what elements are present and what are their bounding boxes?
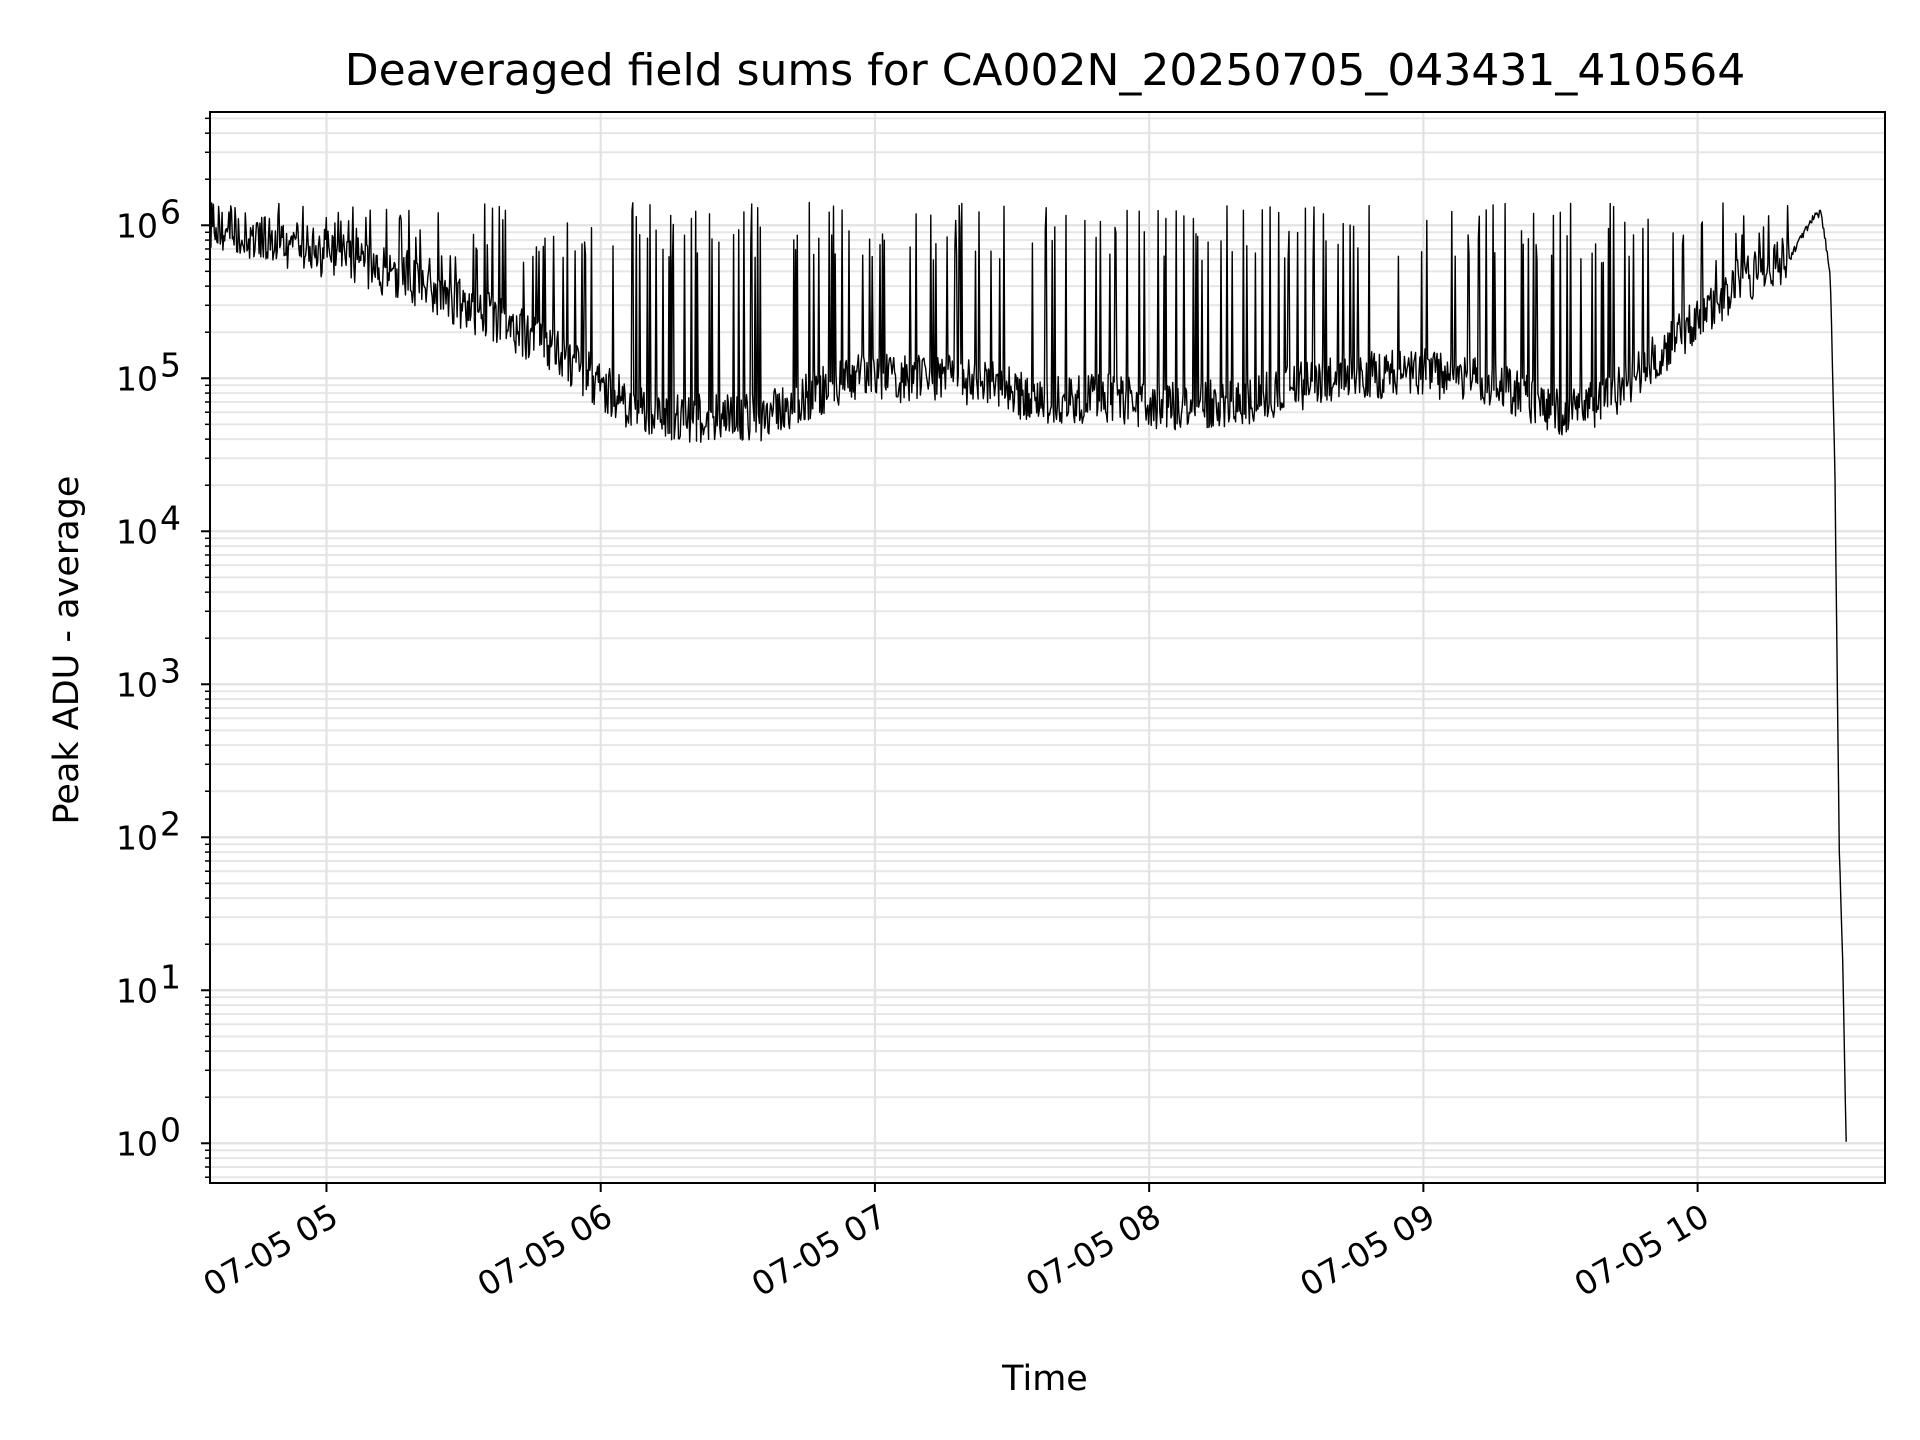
y-tick-label: 10: [116, 1124, 158, 1163]
y-tick-exponent: 6: [160, 192, 181, 231]
series-layer: [209, 201, 1847, 1142]
y-tick-exponent: 0: [160, 1110, 181, 1149]
y-tick-label: 10: [116, 818, 158, 857]
y-tick-label: 10: [116, 512, 158, 551]
chart-title: Deaveraged field sums for CA002N_2025070…: [345, 45, 1746, 96]
gridlines: [210, 112, 1885, 1183]
y-tick-exponent: 1: [160, 957, 181, 996]
y-tick-label: 10: [116, 665, 158, 704]
plot-frame: [209, 111, 1886, 1184]
y-tick-exponent: 2: [160, 804, 181, 843]
y-tick-label: 10: [116, 359, 158, 398]
y-tick-label: 10: [116, 971, 158, 1010]
series-line: [209, 201, 1847, 1142]
ticks: [201, 117, 1699, 1192]
y-tick-label: 10: [116, 206, 158, 245]
x-axis-label: Time: [1001, 1359, 1088, 1399]
y-axis-label: Peak ADU - average: [47, 476, 87, 825]
y-tick-exponent: 4: [160, 498, 181, 537]
y-tick-exponent: 5: [160, 345, 181, 384]
y-tick-exponent: 3: [160, 651, 181, 690]
